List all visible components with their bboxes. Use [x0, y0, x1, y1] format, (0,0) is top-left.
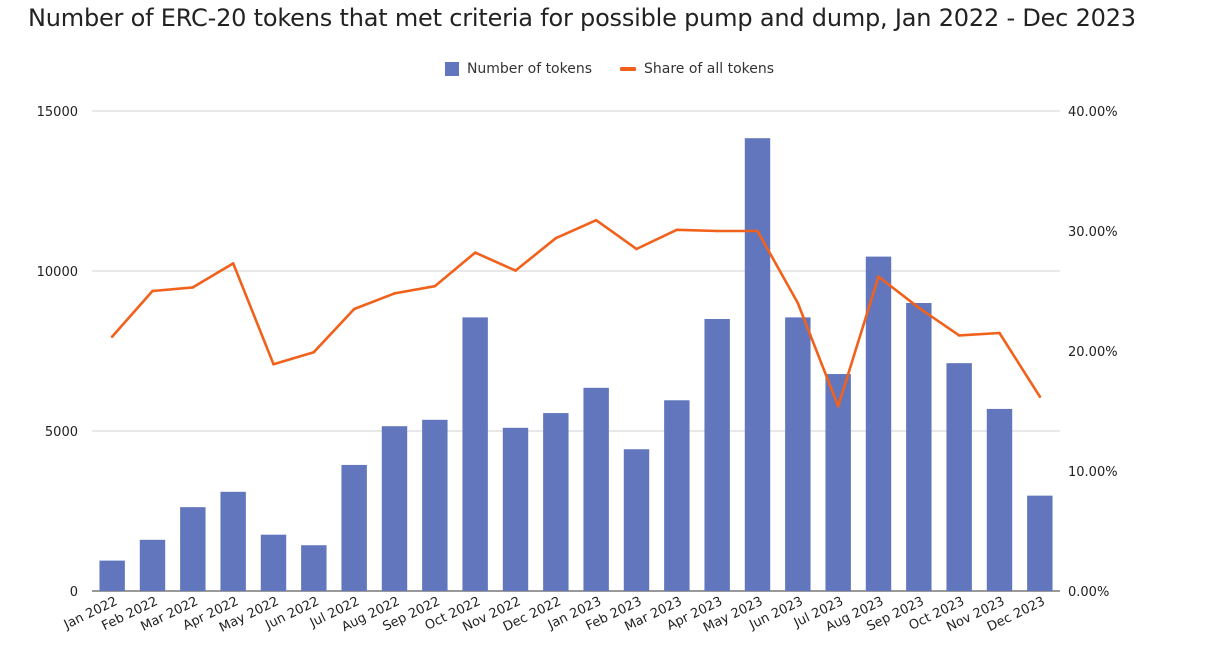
- legend-swatch-bar: [444, 62, 459, 76]
- bar: [1027, 495, 1053, 591]
- line-point: [917, 306, 921, 310]
- line-point: [998, 331, 1001, 335]
- line-point: [514, 269, 517, 272]
- y2-tick-label: 10.00%: [1068, 465, 1118, 480]
- y2-tick-label: 30.00%: [1068, 225, 1118, 240]
- line-point: [594, 218, 598, 222]
- y2-tick-label: 0.00%: [1068, 585, 1109, 600]
- bar: [341, 464, 367, 591]
- bar: [502, 427, 529, 591]
- legend-label-number-of-tokens: Number of tokens: [466, 61, 593, 77]
- bar: [785, 317, 811, 591]
- bar: [260, 534, 287, 591]
- line-point: [473, 251, 477, 254]
- bar: [704, 319, 730, 591]
- line-point: [675, 228, 679, 232]
- bar: [986, 408, 1013, 591]
- y-tick-label: 0: [70, 585, 78, 600]
- line-point: [433, 284, 437, 288]
- line-point: [1038, 395, 1042, 398]
- bar: [543, 413, 569, 591]
- bar: [180, 507, 206, 591]
- line-point: [836, 404, 840, 408]
- bar: [301, 545, 327, 591]
- bar: [99, 560, 125, 591]
- line-point: [877, 275, 880, 278]
- bar: [664, 400, 690, 591]
- chart-title: Number of ERC-20 tokens that met criteri…: [28, 4, 1136, 32]
- bar: [139, 539, 166, 591]
- line-point: [796, 301, 800, 305]
- y2-tick-label: 40.00%: [1068, 105, 1118, 120]
- y-tick-label: 10000: [37, 265, 78, 280]
- bar: [462, 317, 488, 591]
- bar: [744, 138, 771, 591]
- line-point: [715, 229, 719, 233]
- line-point: [191, 286, 195, 289]
- line-point: [151, 289, 154, 293]
- bar: [906, 303, 932, 591]
- chart-legend: Number of tokens Share of all tokens: [0, 61, 1219, 77]
- line-point: [352, 307, 356, 311]
- legend-item-number-of-tokens[interactable]: Number of tokens: [444, 61, 593, 77]
- bar: [865, 256, 892, 591]
- legend-swatch-line: [620, 67, 637, 71]
- bar: [946, 363, 972, 591]
- line-point: [635, 247, 638, 251]
- line-point: [393, 292, 396, 295]
- bar: [583, 387, 609, 591]
- bar: [220, 491, 246, 591]
- y2-tick-label: 20.00%: [1068, 345, 1118, 360]
- line-point: [554, 236, 558, 240]
- line-point: [110, 335, 114, 338]
- series-line-share: [110, 218, 1042, 408]
- y-tick-label: 15000: [37, 105, 78, 120]
- line-point: [231, 262, 235, 265]
- bar: [422, 419, 448, 591]
- bar: [825, 374, 851, 591]
- line-point: [756, 229, 759, 233]
- bar: [381, 426, 408, 591]
- legend-item-share-of-all-tokens[interactable]: Share of all tokens: [620, 61, 774, 77]
- line-point: [272, 362, 275, 366]
- y-tick-label: 5000: [45, 425, 78, 440]
- line-point: [957, 334, 961, 337]
- line-point: [312, 350, 316, 354]
- bar: [623, 449, 650, 591]
- legend-label-share-of-all-tokens: Share of all tokens: [644, 61, 775, 77]
